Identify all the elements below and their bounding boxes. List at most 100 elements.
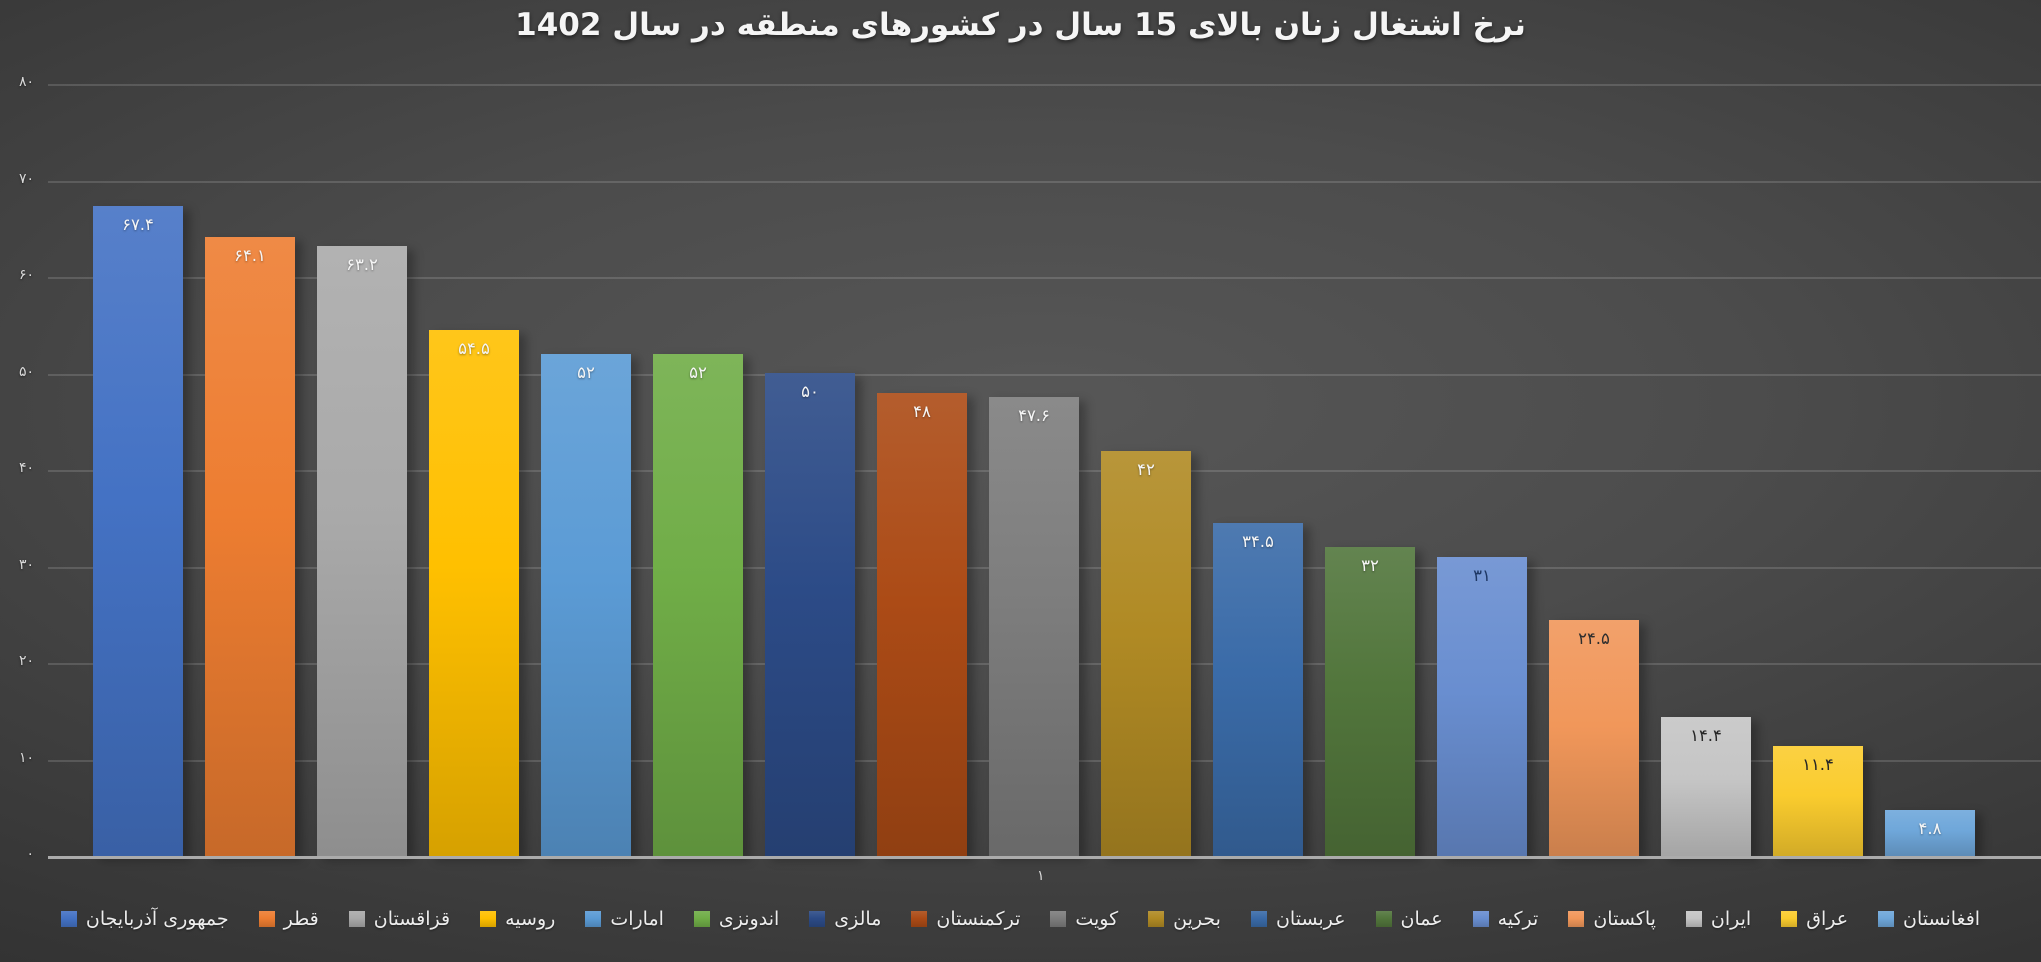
legend-label: عربستان: [1275, 908, 1346, 930]
y-axis-tick-label: ۸۰: [18, 74, 34, 90]
legend-swatch: [480, 911, 497, 927]
legend-item-7: مالزی: [809, 908, 881, 930]
legend-label: قطر: [283, 908, 319, 930]
bar-value-label: ۳۲: [1361, 556, 1379, 575]
legend-item-2: قطر: [258, 908, 319, 930]
bar-10: ۴۲: [1101, 451, 1191, 856]
legend-label: ترکیه: [1497, 908, 1539, 930]
legend-item-5: امارات: [585, 908, 664, 930]
legend-item-12: عمان: [1375, 908, 1443, 930]
legend-swatch: [1148, 911, 1165, 927]
gridline: [48, 84, 2041, 86]
legend-swatch: [1050, 911, 1067, 927]
bar-14: ۲۴.۵: [1549, 620, 1639, 856]
legend-label: روسیه: [505, 908, 556, 930]
bar-value-label: ۴۸: [913, 402, 931, 421]
bar-8: ۴۸: [877, 393, 967, 856]
chart-title: نرخ اشتغال زنان بالای 15 سال در کشورهای …: [515, 7, 1526, 43]
bar-7: ۵۰: [765, 373, 855, 856]
bar-1: ۶۷.۴: [93, 206, 183, 856]
bar-value-label: ۴۷.۶: [1018, 406, 1050, 425]
legend-swatch: [1250, 911, 1267, 927]
bar-value-label: ۱۴.۴: [1690, 726, 1722, 745]
bar-6: ۵۲: [653, 354, 743, 856]
legend-swatch: [585, 911, 602, 927]
legend-label: پاکستان: [1593, 908, 1656, 930]
bar-value-label: ۶۴.۱: [234, 246, 266, 265]
legend-label: قزاقستان: [373, 908, 451, 930]
legend-swatch: [258, 911, 275, 927]
x-axis-category-label: ۱: [1037, 868, 1045, 884]
bar-9: ۴۷.۶: [989, 397, 1079, 856]
legend-swatch: [1568, 911, 1585, 927]
bar-12: ۳۲: [1325, 547, 1415, 856]
legend-item-17: افغانستان: [1878, 908, 1980, 930]
bar-5: ۵۲: [541, 354, 631, 856]
legend-swatch: [911, 911, 928, 927]
y-axis-tick-label: ۷۰: [18, 171, 34, 187]
legend-label: مالزی: [834, 908, 882, 930]
bar-2: ۶۴.۱: [205, 237, 295, 856]
y-axis-tick-label: ۶۰: [18, 267, 34, 283]
bar-3: ۶۳.۲: [317, 246, 407, 856]
bar-value-label: ۴.۸: [1918, 819, 1942, 838]
legend-item-16: عراق: [1781, 908, 1848, 930]
bar-value-label: ۳۱: [1473, 566, 1491, 585]
bar-value-label: ۵۲: [577, 363, 595, 382]
bar-15: ۱۴.۴: [1661, 717, 1751, 856]
bar-17: ۴.۸: [1885, 810, 1975, 856]
legend-label: ترکمنستان: [936, 908, 1021, 930]
gridline: [48, 277, 2041, 279]
legend-label: ایران: [1710, 908, 1752, 930]
legend-label: عراق: [1806, 908, 1849, 930]
y-axis-tick-label: ۰: [26, 846, 34, 862]
y-axis-tick-label: ۵۰: [18, 364, 34, 380]
legend-item-15: ایران: [1685, 908, 1752, 930]
bar-value-label: ۱۱.۴: [1802, 755, 1834, 774]
y-axis-tick-label: ۴۰: [18, 460, 34, 476]
bar-value-label: ۳۴.۵: [1242, 532, 1274, 551]
legend-item-10: بحرین: [1148, 908, 1221, 930]
bar-value-label: ۲۴.۵: [1578, 629, 1610, 648]
legend-label: افغانستان: [1903, 908, 1981, 930]
legend-swatch: [60, 911, 77, 927]
y-axis-tick-label: ۳۰: [18, 557, 34, 573]
legend-label: بحرین: [1173, 908, 1221, 930]
legend-item-4: روسیه: [480, 908, 555, 930]
legend-swatch: [1375, 911, 1392, 927]
bar-value-label: ۶۳.۲: [346, 255, 378, 274]
bar-16: ۱۱.۴: [1773, 746, 1863, 856]
legend-label: عمان: [1400, 908, 1443, 930]
legend-swatch: [693, 911, 710, 927]
gridline: [48, 181, 2041, 183]
legend-item-14: پاکستان: [1568, 908, 1656, 930]
legend-item-6: اندونزی: [693, 908, 780, 930]
legend-swatch: [809, 911, 826, 927]
bar-value-label: ۵۲: [689, 363, 707, 382]
y-axis-tick-label: ۲۰: [18, 653, 34, 669]
bar-value-label: ۵۰: [801, 382, 819, 401]
legend-label: کویت: [1075, 908, 1119, 930]
legend-swatch: [1878, 911, 1895, 927]
legend-swatch: [348, 911, 365, 927]
legend-swatch: [1685, 911, 1702, 927]
bar-4: ۵۴.۵: [429, 330, 519, 856]
legend-item-8: ترکمنستان: [911, 908, 1020, 930]
x-axis-line: [48, 856, 2041, 859]
bar-value-label: ۴۲: [1137, 460, 1155, 479]
legend-label: اندونزی: [718, 908, 780, 930]
bar-13: ۳۱: [1437, 557, 1527, 856]
legend-item-3: قزاقستان: [348, 908, 451, 930]
gridline: [48, 374, 2041, 376]
legend-label: جمهوری آذربایجان: [85, 908, 229, 930]
legend-item-1: جمهوری آذربایجان: [60, 908, 229, 930]
legend-swatch: [1472, 911, 1489, 927]
legend-item-11: عربستان: [1250, 908, 1346, 930]
legend: جمهوری آذربایجان قطر قزاقستان روسیه امارات ان…: [0, 901, 2041, 937]
legend-item-13: ترکیه: [1472, 908, 1539, 930]
bar-11: ۳۴.۵: [1213, 523, 1303, 856]
bar-value-label: ۶۷.۴: [122, 215, 154, 234]
legend-label: امارات: [610, 908, 664, 930]
bar-value-label: ۵۴.۵: [458, 339, 490, 358]
